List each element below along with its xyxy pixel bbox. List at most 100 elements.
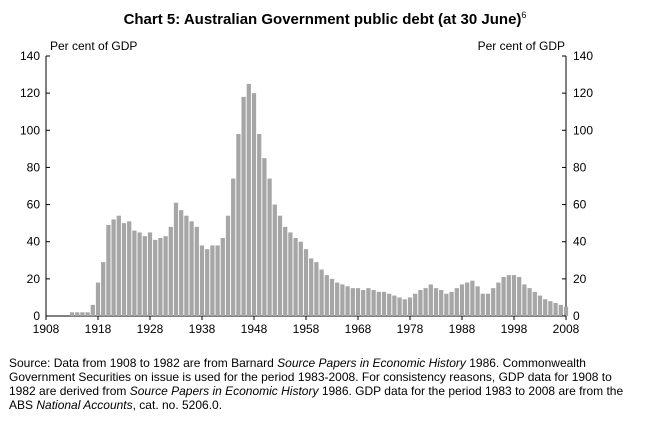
bar — [132, 230, 137, 316]
bar — [480, 293, 485, 316]
bar — [168, 226, 173, 316]
x-tick-label: 1998 — [501, 322, 528, 336]
bar — [121, 223, 127, 316]
bar — [241, 96, 246, 316]
source-text: , cat. no. 5206.0. — [132, 398, 223, 412]
bar — [506, 275, 511, 316]
bar — [95, 282, 101, 316]
bar — [543, 299, 548, 316]
bar — [277, 215, 283, 316]
bar — [522, 284, 527, 316]
bar — [231, 178, 236, 316]
x-tick-label: 2008 — [553, 322, 580, 336]
bar — [116, 215, 121, 316]
source-text: Source: Data from 1908 to 1982 are from … — [9, 356, 278, 370]
bar — [257, 134, 262, 316]
bar — [267, 178, 272, 316]
bar — [163, 236, 168, 316]
bar — [225, 215, 231, 316]
y-tick-label-left: 80 — [27, 160, 41, 174]
x-tick-label: 1958 — [293, 322, 320, 336]
source-title: National Accounts — [36, 398, 133, 412]
bar — [475, 286, 480, 316]
y-tick-label-right: 20 — [573, 272, 587, 286]
bar — [402, 299, 407, 316]
bar — [85, 312, 90, 316]
right-unit-label: Per cent of GDP — [478, 39, 565, 53]
bar — [153, 239, 158, 316]
title-footnote-marker: 6 — [521, 10, 527, 20]
bar — [272, 204, 277, 316]
bar — [439, 290, 444, 316]
bar — [293, 238, 298, 316]
source-title: Source Papers in Economic History — [129, 384, 319, 398]
bar-series — [69, 83, 569, 316]
y-tick-label-left: 140 — [20, 49, 40, 63]
source-text: 1986. GDP data for the period 1983 to 20… — [9, 384, 624, 412]
bar — [179, 210, 184, 316]
bar-chart: 0 20 40 60 80 100 120 140 0 20 40 60 80 100 120 140 19… — [20, 39, 593, 336]
x-tick-label: 1968 — [345, 322, 372, 336]
bar — [251, 93, 257, 316]
bar — [407, 297, 413, 316]
y-tick-label-right: 100 — [573, 123, 593, 137]
bar — [69, 312, 75, 316]
chart-title-block: Chart 5: Australian Government public de… — [0, 10, 650, 28]
y-tick-label-left: 20 — [27, 272, 41, 286]
bar — [335, 282, 340, 316]
bar — [387, 293, 392, 316]
bar — [142, 236, 147, 316]
bar — [366, 288, 371, 316]
bar — [90, 304, 95, 316]
bar — [80, 312, 85, 316]
x-tick-label: 1948 — [241, 322, 268, 336]
bar — [309, 258, 314, 316]
x-tick-label: 1908 — [33, 322, 60, 336]
bar — [470, 280, 475, 316]
bar — [548, 301, 553, 316]
bar — [527, 288, 532, 316]
left-y-axis: 0 20 40 60 80 100 120 140 — [20, 49, 50, 323]
bar — [376, 291, 381, 316]
bar — [537, 295, 543, 316]
bar — [283, 226, 288, 316]
bar — [397, 297, 402, 316]
bar — [101, 262, 106, 316]
bar — [355, 288, 361, 316]
bar — [111, 219, 116, 316]
x-tick-label: 1918 — [85, 322, 112, 336]
chart-title: Chart 5: Australian Government public de… — [123, 11, 522, 28]
bar — [553, 303, 558, 316]
bar — [137, 232, 142, 316]
bar — [236, 134, 241, 316]
bar — [491, 288, 496, 316]
bar — [298, 241, 303, 316]
bar — [511, 275, 517, 316]
bar — [454, 288, 459, 316]
bar — [158, 238, 163, 316]
bar — [184, 215, 189, 316]
y-tick-label-right: 40 — [573, 235, 587, 249]
bar — [220, 238, 225, 316]
source-text: 1986. Commonwealth Government Securities… — [9, 356, 612, 398]
bar — [314, 262, 319, 316]
y-tick-label-right: 140 — [573, 49, 593, 63]
bar — [262, 158, 267, 316]
bar — [501, 277, 506, 316]
bar — [340, 284, 345, 316]
bar — [345, 286, 350, 316]
x-tick-label: 1988 — [449, 322, 476, 336]
bar — [444, 293, 449, 316]
bar — [517, 277, 522, 316]
bar — [319, 269, 324, 316]
bar — [199, 245, 205, 316]
bar — [465, 282, 470, 316]
bar — [75, 312, 80, 316]
bar — [558, 304, 563, 316]
y-tick-label-right: 80 — [573, 160, 587, 174]
bar — [381, 291, 387, 316]
y-tick-label-right: 60 — [573, 198, 587, 212]
x-tick-label: 1928 — [137, 322, 164, 336]
bar — [324, 275, 329, 316]
y-tick-label-left: 0 — [33, 309, 40, 323]
